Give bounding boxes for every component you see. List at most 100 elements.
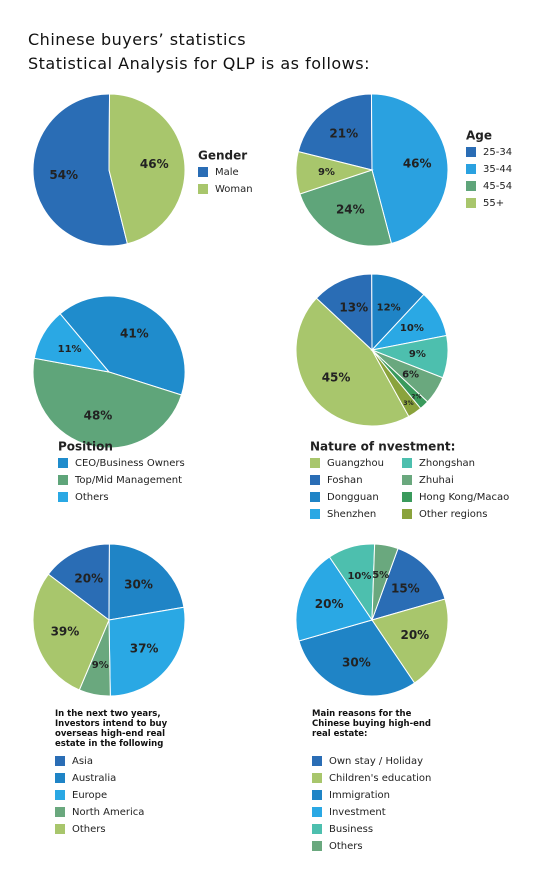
value-label: 48%	[84, 409, 113, 423]
legend-swatch	[55, 824, 65, 834]
legend-swatch	[466, 198, 476, 208]
value-label: 3%	[403, 400, 413, 407]
pie-slice	[32, 357, 183, 449]
pie-slice	[299, 169, 393, 247]
legend-swatch	[312, 807, 322, 817]
value-label: 20%	[400, 628, 429, 642]
value-label: 2%	[411, 393, 421, 400]
legend-label: Children's education	[329, 773, 431, 784]
legend-swatch	[312, 790, 322, 800]
pie-slice	[32, 573, 110, 691]
value-label: 20%	[315, 597, 344, 611]
legend-label: Foshan	[327, 475, 363, 486]
value-label: 21%	[329, 127, 358, 141]
legend-label: Woman	[215, 184, 253, 195]
legend-swatch	[58, 458, 68, 468]
pie-slice	[295, 556, 373, 642]
value-label: 20%	[74, 572, 103, 586]
page-subtitle: Statistical Analysis for QLP is as follo…	[28, 54, 370, 73]
legend-label: Australia	[72, 773, 116, 784]
legend-swatch	[310, 458, 320, 468]
legend-label: Guangzhou	[327, 458, 384, 469]
legend-label: CEO/Business Owners	[75, 458, 185, 469]
legend-label: Zhongshan	[419, 458, 475, 469]
legend-label: Top/Mid Management	[74, 475, 182, 486]
legend-swatch	[310, 509, 320, 519]
legend-label: Business	[329, 824, 373, 835]
value-label: 54%	[49, 168, 78, 182]
legend-swatch	[466, 147, 476, 157]
pie-slice	[47, 543, 110, 621]
legend-label: Others	[75, 492, 109, 503]
legend-swatch	[310, 492, 320, 502]
page-title: Chinese buyers’ statistics	[28, 30, 247, 49]
value-label: 37%	[130, 642, 159, 656]
legend-label: Europe	[72, 790, 107, 801]
value-label: 6%	[402, 369, 419, 380]
legend-swatch	[466, 181, 476, 191]
legend-swatch	[58, 492, 68, 502]
legend-label: Male	[215, 167, 239, 178]
legend-label: Own stay / Holiday	[329, 756, 423, 767]
legend-title: Age	[466, 129, 492, 143]
legend-swatch	[198, 184, 208, 194]
legend-title: In the next two years, Investors intend …	[55, 709, 168, 749]
legend-label: Others	[329, 841, 363, 852]
value-label: 30%	[124, 578, 153, 592]
legend-swatch	[55, 773, 65, 783]
value-label: 10%	[347, 571, 371, 582]
pie-slice	[371, 543, 399, 621]
legend-title: Gender	[198, 149, 247, 163]
value-label: 13%	[339, 301, 368, 315]
legend-swatch	[466, 164, 476, 174]
pie-slice	[297, 93, 373, 171]
pie-slice	[298, 619, 416, 697]
value-label: 5%	[372, 570, 389, 581]
pie-slice	[371, 349, 422, 418]
value-label: 15%	[391, 581, 420, 595]
legend-label: 45-54	[483, 181, 512, 192]
legend-swatch	[402, 458, 412, 468]
legend-swatch	[198, 167, 208, 177]
legend-swatch	[312, 756, 322, 766]
legend-title: Main reasons for the Chinese buying high…	[312, 709, 432, 739]
value-label: 12%	[377, 303, 401, 314]
legend-swatch	[402, 509, 412, 519]
legend-swatch	[55, 790, 65, 800]
value-label: 30%	[342, 655, 371, 669]
legend-label: Others	[72, 824, 106, 835]
legend-swatch	[402, 492, 412, 502]
legend-label: 55+	[483, 198, 504, 209]
pie-slice	[295, 297, 410, 427]
pie-slice	[371, 598, 449, 684]
legend-label: Immigration	[329, 790, 390, 801]
legend-label: 35-44	[483, 164, 512, 175]
value-label: 11%	[58, 344, 82, 355]
legend-label: Shenzhen	[327, 509, 376, 520]
legend-title: Position	[58, 440, 113, 454]
legend-swatch	[55, 756, 65, 766]
legend-label: Asia	[72, 756, 93, 767]
legend-swatch	[58, 475, 68, 485]
legend-swatch	[312, 841, 322, 851]
value-label: 9%	[92, 660, 109, 671]
value-label: 41%	[120, 327, 149, 341]
pie-slice	[33, 313, 111, 373]
pie-slice	[371, 547, 446, 621]
legend-label: Investment	[329, 807, 386, 818]
legend-title: Nature of nvestment:	[310, 440, 455, 454]
legend-label: North America	[72, 807, 144, 818]
pie-slice	[32, 93, 128, 247]
legend-title-box: Main reasons for the Chinese buying high…	[312, 709, 432, 739]
value-label: 46%	[140, 157, 169, 171]
pie-slice	[59, 295, 186, 396]
legend-label: Dongguan	[327, 492, 379, 503]
pie-slice	[108, 543, 185, 621]
pie-slice	[108, 606, 186, 697]
legend-label: Hong Kong/Macao	[419, 492, 509, 503]
value-label: 46%	[403, 156, 432, 170]
legend-swatch	[312, 824, 322, 834]
value-label: 9%	[318, 167, 335, 178]
